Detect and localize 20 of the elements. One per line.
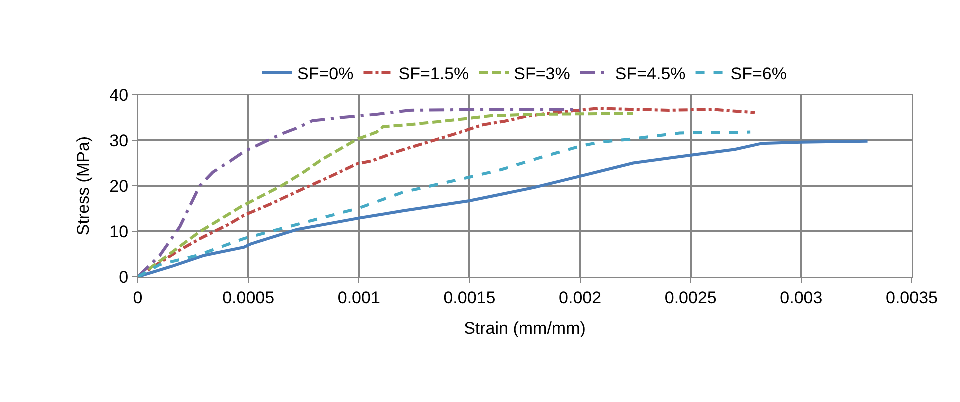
x-tick-label: 0.0035 <box>886 288 938 308</box>
x-tick-label: 0.0005 <box>222 288 275 308</box>
x-tick-label: 0.003 <box>780 288 823 308</box>
x-tick-label: 0.002 <box>559 288 602 308</box>
y-tick-label: 10 <box>110 222 129 242</box>
y-axis-title: Stress (MPa) <box>74 136 94 236</box>
y-tick-label: 20 <box>110 176 129 196</box>
legend-label: SF=0% <box>298 64 354 84</box>
x-axis-title: Strain (mm/mm) <box>464 318 586 338</box>
legend-label: SF=1.5% <box>398 64 470 84</box>
y-tick-label: 40 <box>110 86 129 105</box>
y-tick-label: 30 <box>110 131 129 150</box>
x-tick-label: 0.0015 <box>444 288 496 308</box>
x-tick-label: 0.001 <box>338 288 380 308</box>
legend-label: SF=6% <box>730 64 788 84</box>
legend-label: SF=4.5% <box>615 64 686 84</box>
legend-label: SF=3% <box>514 64 570 84</box>
x-tick-label: 0.0025 <box>664 288 717 308</box>
x-tick-label: 0 <box>133 288 143 308</box>
y-tick-label: 0 <box>119 268 129 287</box>
